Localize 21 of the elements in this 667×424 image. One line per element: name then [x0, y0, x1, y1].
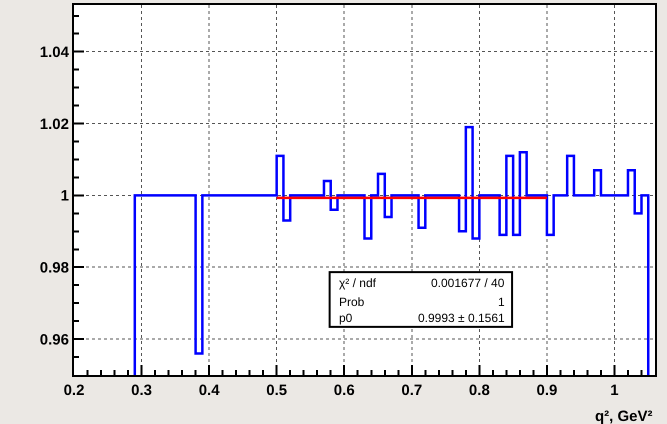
y-tick-label: 0.98 [40, 259, 69, 276]
annotation: Prob [339, 295, 365, 309]
annotation: 0.9993 ± 0.1561 [418, 311, 505, 325]
x-tick-label: 1 [610, 382, 619, 399]
annotation: χ² / ndf [339, 276, 377, 290]
y-tick-label: 0.96 [40, 331, 69, 348]
x-tick-label: 0.5 [266, 382, 288, 399]
x-tick-label: 0.7 [401, 382, 422, 399]
x-tick-label: 0.9 [536, 382, 558, 399]
annotation: 1 [498, 295, 505, 309]
annotation: 0.001677 / 40 [431, 276, 505, 290]
x-tick-label: 0.8 [468, 382, 490, 399]
x-axis-title: q², GeV² [595, 408, 653, 424]
y-tick-label: 1.04 [40, 44, 70, 61]
y-tick-label: 1.02 [40, 116, 69, 133]
x-tick-label: 0.3 [131, 382, 152, 399]
x-tick-label: 0.2 [64, 382, 84, 399]
x-tick-label: 0.4 [198, 382, 220, 399]
x-tick-label: 0.6 [334, 382, 355, 399]
y-tick-label: 1 [60, 188, 69, 205]
annotation: p0 [339, 311, 353, 325]
